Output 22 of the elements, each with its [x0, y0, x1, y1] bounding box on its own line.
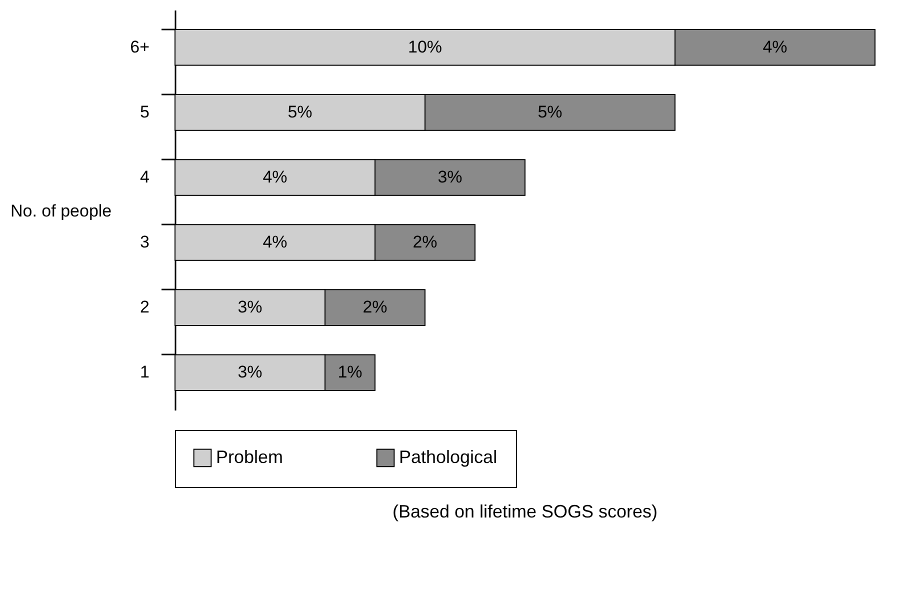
- y-tick-label: 2: [140, 298, 150, 317]
- text: (Based on lifetime SOGS scores): [392, 502, 658, 522]
- y-tick-label: 5: [140, 102, 150, 122]
- y-tick-label: 6+: [130, 37, 150, 56]
- data-label: 3%: [238, 298, 262, 317]
- y-tick-label: 3: [140, 232, 150, 252]
- data-label: 4%: [762, 37, 788, 56]
- y-tick-label: 4: [140, 167, 150, 186]
- data-label: 2%: [362, 298, 388, 317]
- data-label: 1%: [338, 362, 362, 382]
- legend-label: Problem: [216, 446, 284, 467]
- legend-label: Pathological: [399, 446, 498, 467]
- data-label: 10%: [408, 37, 442, 56]
- data-label: 4%: [262, 167, 288, 186]
- data-label: 2%: [412, 232, 438, 252]
- y-axis-title: No. of people: [10, 202, 112, 220]
- y-tick-label: 1: [140, 362, 150, 382]
- data-label: 4%: [262, 232, 288, 252]
- data-label: 5%: [288, 102, 312, 122]
- data-label: 3%: [438, 167, 462, 186]
- data-label: 3%: [238, 362, 262, 382]
- data-label: 5%: [538, 102, 562, 122]
